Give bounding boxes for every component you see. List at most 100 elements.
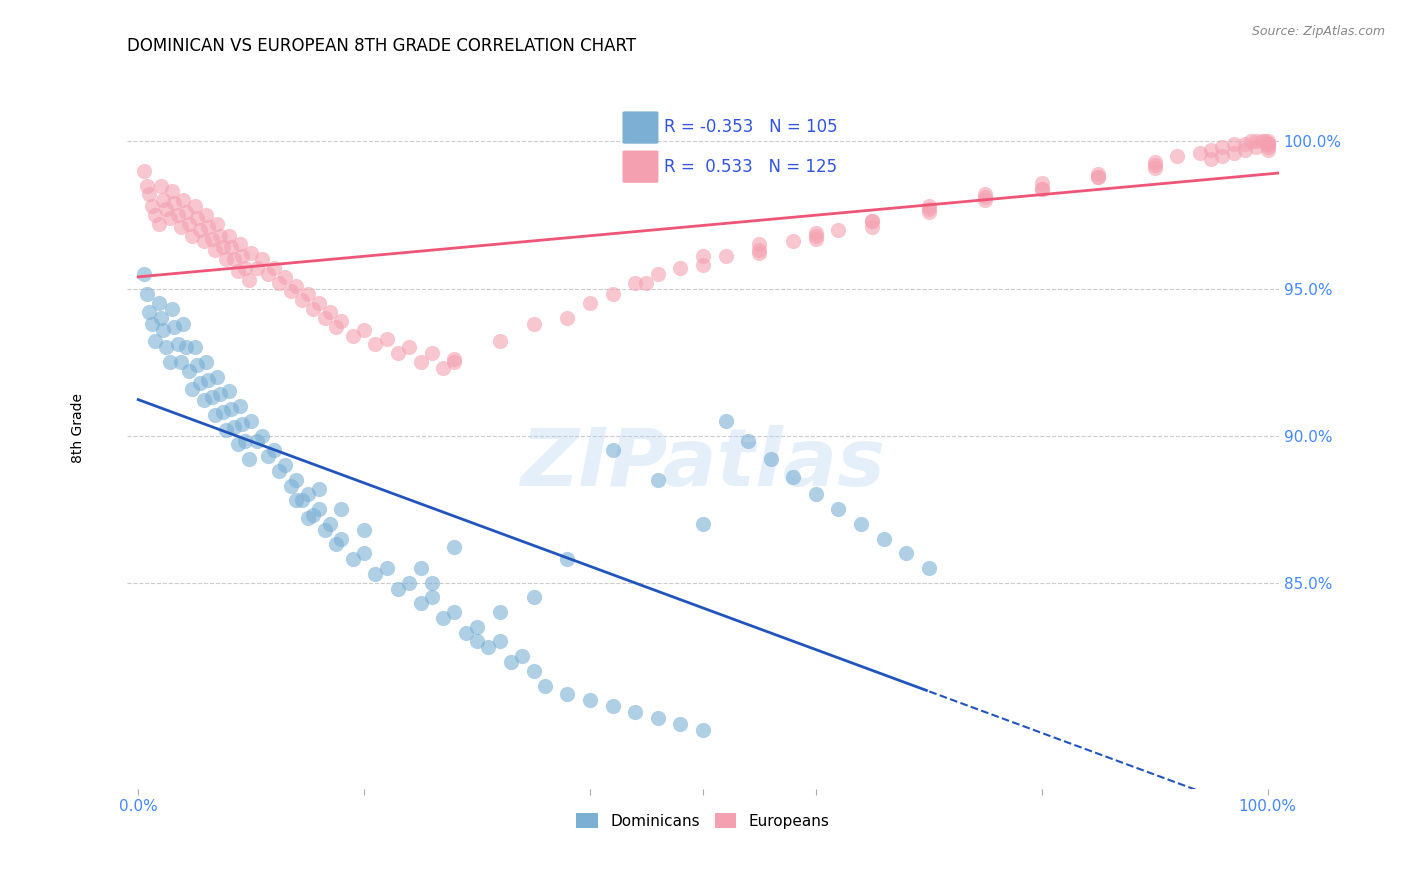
Point bbox=[1211, 140, 1233, 154]
Point bbox=[364, 566, 387, 581]
Point bbox=[1188, 146, 1211, 161]
Point bbox=[207, 217, 229, 231]
Point bbox=[143, 334, 166, 349]
Point bbox=[188, 223, 211, 237]
Point bbox=[314, 523, 336, 537]
Point bbox=[291, 493, 314, 508]
Point bbox=[624, 276, 647, 290]
Point bbox=[285, 493, 308, 508]
Point bbox=[155, 340, 177, 354]
Point bbox=[204, 408, 226, 422]
Point bbox=[141, 199, 163, 213]
Point bbox=[1031, 181, 1053, 195]
Point bbox=[208, 387, 231, 401]
Point bbox=[197, 219, 219, 234]
Point bbox=[231, 249, 253, 263]
Point bbox=[132, 267, 155, 281]
Point bbox=[872, 532, 894, 546]
Text: DOMINICAN VS EUROPEAN 8TH GRADE CORRELATION CHART: DOMINICAN VS EUROPEAN 8TH GRADE CORRELAT… bbox=[127, 37, 636, 55]
Point bbox=[692, 723, 714, 737]
Point bbox=[918, 199, 941, 213]
Point bbox=[141, 317, 163, 331]
Point bbox=[181, 228, 204, 243]
Point bbox=[896, 546, 918, 560]
Point bbox=[387, 346, 409, 360]
Point bbox=[240, 414, 263, 428]
Point bbox=[149, 178, 172, 193]
Point bbox=[860, 214, 883, 228]
Point bbox=[714, 414, 737, 428]
Point bbox=[499, 655, 522, 669]
Point bbox=[215, 423, 238, 437]
Point bbox=[510, 649, 533, 664]
Point bbox=[533, 679, 555, 693]
Point bbox=[194, 355, 217, 369]
Point bbox=[1257, 137, 1279, 152]
Point bbox=[132, 164, 155, 178]
Point bbox=[1257, 144, 1279, 158]
Point bbox=[291, 293, 314, 308]
Point bbox=[342, 328, 364, 343]
Point bbox=[186, 211, 208, 225]
Point bbox=[193, 393, 215, 408]
Point bbox=[522, 317, 544, 331]
Point bbox=[212, 240, 235, 254]
Point bbox=[170, 219, 193, 234]
Point bbox=[257, 267, 280, 281]
Point bbox=[1257, 137, 1279, 152]
Point bbox=[647, 711, 669, 725]
Point bbox=[488, 634, 510, 648]
Point bbox=[669, 716, 692, 731]
Point bbox=[420, 591, 443, 605]
Point bbox=[149, 310, 172, 325]
Point bbox=[166, 208, 188, 222]
Point bbox=[297, 511, 319, 525]
Point bbox=[398, 575, 420, 590]
Point bbox=[159, 211, 181, 225]
Point bbox=[1251, 135, 1274, 149]
Point bbox=[1199, 144, 1222, 158]
Point bbox=[166, 337, 188, 351]
Point bbox=[375, 561, 398, 575]
Point bbox=[297, 487, 319, 501]
Point bbox=[1211, 149, 1233, 163]
Point bbox=[224, 419, 246, 434]
Point bbox=[759, 452, 782, 467]
Point bbox=[454, 625, 477, 640]
Point bbox=[602, 443, 624, 458]
Point bbox=[188, 376, 211, 390]
Point bbox=[557, 310, 579, 325]
Point bbox=[325, 319, 347, 334]
Point bbox=[465, 634, 488, 648]
Point bbox=[172, 194, 194, 208]
Point bbox=[522, 591, 544, 605]
Point bbox=[443, 352, 465, 367]
Point bbox=[387, 582, 409, 596]
Point bbox=[186, 358, 208, 372]
Point bbox=[488, 605, 510, 619]
Point bbox=[174, 205, 197, 219]
Legend: Dominicans, Europeans: Dominicans, Europeans bbox=[571, 807, 835, 835]
Point bbox=[240, 246, 263, 260]
Point bbox=[1087, 169, 1109, 184]
Point bbox=[177, 217, 200, 231]
Point bbox=[737, 434, 759, 449]
Point bbox=[1240, 135, 1263, 149]
Text: Source: ZipAtlas.com: Source: ZipAtlas.com bbox=[1251, 25, 1385, 38]
Point bbox=[207, 369, 229, 384]
Point bbox=[183, 199, 205, 213]
Point bbox=[804, 228, 827, 243]
Point bbox=[263, 443, 285, 458]
Point bbox=[285, 278, 308, 293]
Point bbox=[420, 575, 443, 590]
Point bbox=[804, 226, 827, 240]
Point bbox=[218, 228, 240, 243]
Point bbox=[235, 434, 257, 449]
Point bbox=[1087, 167, 1109, 181]
Point bbox=[409, 561, 432, 575]
Point bbox=[136, 287, 159, 301]
Point bbox=[308, 502, 330, 516]
Point bbox=[231, 417, 253, 431]
Point bbox=[172, 317, 194, 331]
Y-axis label: 8th Grade: 8th Grade bbox=[72, 393, 86, 463]
